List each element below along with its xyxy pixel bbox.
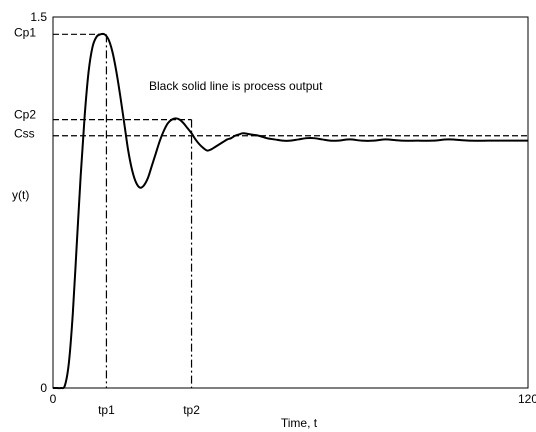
x-axis-label: Time, t (281, 416, 318, 430)
tick-labels: 0 120 0 1.5 tp1 tp2 Cp1 Cp2 Css (14, 10, 536, 417)
y-marker-label-cp1: Cp1 (14, 25, 36, 39)
x-marker-label-tp2: tp2 (183, 403, 200, 417)
y-tick-label-1-5: 1.5 (30, 10, 47, 24)
y-tick-label-0: 0 (40, 381, 47, 395)
y-marker-label-css: Css (14, 127, 35, 141)
y-axis-label: y(t) (12, 188, 29, 202)
x-marker-label-tp1: tp1 (98, 403, 115, 417)
y-marker-label-cp2: Cp2 (14, 108, 36, 122)
plot-frame (52, 16, 529, 389)
process-output-line-0 (52, 32, 528, 390)
x-tick-label-120: 120 (518, 392, 536, 406)
plot-frame-group (52, 16, 529, 389)
x-tick-label-0: 0 (50, 392, 57, 406)
series-layer (52, 32, 528, 390)
chart-annotation: Black solid line is process output (149, 79, 323, 93)
peak-marker-lines (53, 33, 528, 388)
